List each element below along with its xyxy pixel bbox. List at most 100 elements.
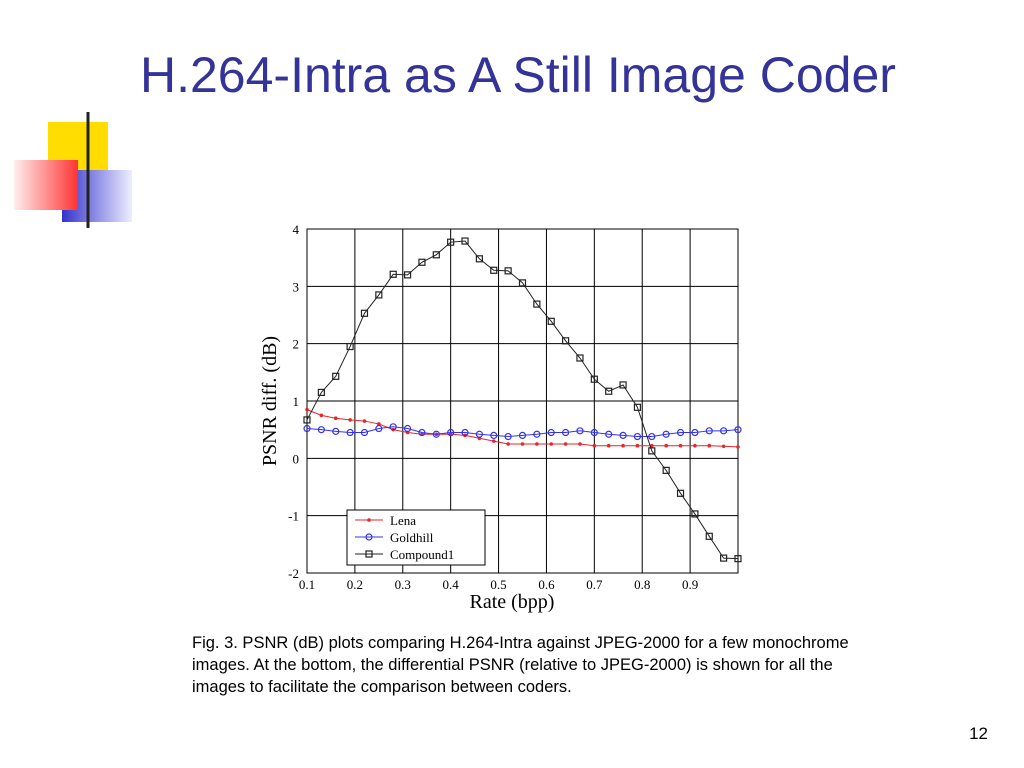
legend-label: Compound1 — [390, 547, 454, 562]
legend-label: Lena — [390, 513, 416, 528]
x-tick-label: 0.4 — [443, 577, 460, 592]
marker — [576, 427, 584, 435]
marker — [664, 443, 668, 448]
marker — [635, 443, 640, 448]
marker — [619, 431, 627, 439]
marker — [360, 309, 369, 317]
x-tick-label: 0.5 — [490, 577, 506, 592]
marker — [333, 416, 338, 421]
x-tick-label: 0.9 — [682, 577, 698, 592]
marker — [432, 430, 440, 438]
marker — [547, 317, 555, 325]
marker — [319, 413, 324, 418]
marker — [332, 372, 340, 380]
marker — [605, 387, 613, 395]
marker — [418, 428, 426, 437]
marker — [375, 291, 383, 299]
marker — [705, 532, 713, 540]
marker — [365, 550, 373, 558]
y-axis-label: PSNR diff. (dB) — [259, 336, 281, 466]
y-tick-label: -2 — [288, 566, 299, 581]
marker — [734, 426, 742, 434]
x-axis-label: Rate (bpp) — [470, 591, 555, 613]
marker — [367, 518, 371, 522]
marker — [592, 443, 597, 448]
marker — [693, 443, 697, 448]
y-tick-label: 0 — [293, 451, 300, 466]
marker — [691, 428, 699, 437]
marker — [563, 442, 568, 446]
marker — [303, 424, 311, 433]
marker — [389, 423, 397, 431]
marker — [475, 430, 483, 438]
marker — [317, 388, 325, 396]
marker — [461, 237, 469, 245]
marker — [621, 443, 625, 448]
marker — [403, 271, 412, 279]
y-tick-label: -1 — [288, 509, 299, 524]
marker — [332, 427, 340, 435]
y-tick-label: 4 — [293, 222, 300, 237]
series-line — [306, 240, 739, 560]
marker — [734, 555, 742, 563]
marker — [578, 442, 582, 446]
marker — [549, 442, 554, 446]
slide-title: H.264-Intra as A Still Image Coder — [140, 47, 896, 103]
marker — [633, 403, 642, 411]
x-tick-label: 0.2 — [347, 577, 363, 592]
marker — [348, 418, 352, 422]
marker — [305, 407, 309, 412]
series-line — [306, 409, 739, 448]
marker — [533, 430, 541, 438]
marker — [576, 354, 584, 362]
page-number: 12 — [969, 724, 988, 743]
marker — [720, 554, 728, 562]
marker — [720, 427, 728, 435]
marker — [561, 428, 570, 437]
marker — [504, 432, 512, 441]
marker — [535, 442, 539, 446]
y-tick-label: 3 — [293, 279, 300, 294]
marker — [360, 428, 369, 437]
x-tick-label: 0.6 — [538, 577, 555, 592]
marker — [648, 432, 656, 441]
marker — [736, 445, 740, 449]
marker — [490, 266, 498, 274]
marker — [518, 279, 527, 287]
marker — [377, 422, 381, 426]
marker — [606, 443, 611, 448]
marker — [590, 375, 598, 383]
marker — [707, 443, 712, 448]
marker — [491, 439, 496, 443]
marker — [662, 466, 670, 474]
marker — [662, 430, 670, 438]
y-tick-label: 2 — [293, 337, 300, 352]
x-tick-label: 0.1 — [299, 577, 315, 592]
marker — [303, 416, 311, 424]
marker — [676, 489, 685, 497]
marker — [633, 432, 642, 441]
x-tick-label: 0.8 — [634, 577, 650, 592]
marker — [504, 267, 512, 275]
marker — [447, 428, 455, 437]
marker — [691, 510, 699, 518]
marker — [447, 238, 455, 246]
marker — [403, 424, 412, 433]
marker — [461, 428, 469, 437]
marker — [520, 442, 525, 446]
marker — [418, 258, 426, 266]
marker — [721, 444, 726, 449]
series-line — [306, 426, 739, 438]
marker — [389, 270, 397, 278]
marker — [432, 251, 440, 259]
plot-frame — [306, 228, 739, 574]
marker — [676, 428, 685, 437]
y-tick-label: 1 — [293, 394, 300, 409]
marker — [518, 431, 527, 439]
marker — [365, 533, 373, 541]
marker — [490, 431, 498, 439]
marker — [678, 443, 683, 448]
marker — [506, 442, 510, 446]
